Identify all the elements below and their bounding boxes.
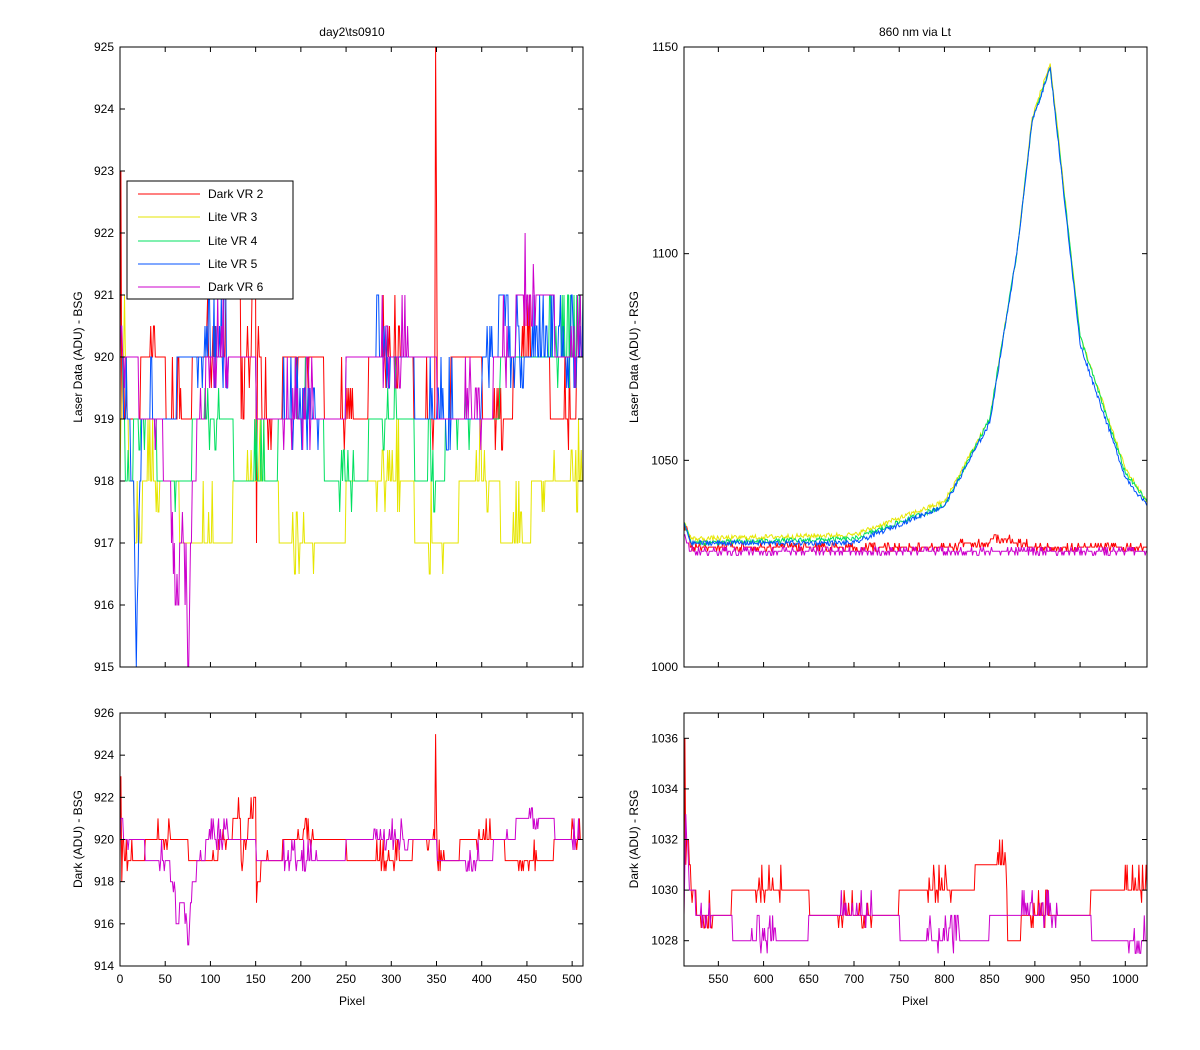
x-tick-label: 700 — [844, 972, 864, 986]
legend-entry: Lite VR 4 — [138, 234, 258, 248]
y-tick-label: 920 — [94, 833, 114, 847]
x-tick-label: 1000 — [1112, 972, 1139, 986]
laser-rsg-title: 860 nm via Lt — [879, 25, 952, 39]
x-tick-label: 250 — [336, 972, 356, 986]
dark-rsg-panel: Dark (ADU) - RSG Pixel 1028 1030 1032 1034 1… — [627, 712, 1148, 1008]
y-tick-label: 916 — [94, 598, 114, 612]
series-group — [120, 47, 583, 667]
legend-label: Dark VR 6 — [208, 280, 264, 294]
laser-rsg-ylabel: Laser Data (ADU) - RSG — [627, 291, 641, 423]
legend-label: Lite VR 5 — [208, 257, 258, 271]
dark-bsg-xlabel: Pixel — [339, 994, 365, 1008]
series-line — [684, 814, 1147, 954]
series-line — [684, 66, 1147, 548]
y-tick-label: 1034 — [651, 782, 678, 796]
dark-rsg-xlabel: Pixel — [902, 994, 928, 1008]
x-tick-label: 0 — [117, 972, 124, 986]
y-tick-label: 921 — [94, 288, 114, 302]
y-tick-label: 924 — [94, 102, 114, 116]
legend-box — [126, 180, 294, 300]
legend: Dark VR 2 Lite VR 3 Lite VR 4 Lite VR 5 … — [126, 180, 294, 300]
dark-bsg-panel: Dark (ADU) - BSG Pixel 914 916 918 920 922 92… — [71, 706, 584, 1008]
series-group — [684, 63, 1147, 556]
x-tick-label: 200 — [291, 972, 311, 986]
series-group — [120, 734, 583, 946]
x-tick-label: 300 — [381, 972, 401, 986]
x-tick-label: 900 — [1025, 972, 1045, 986]
y-tick-label: 914 — [94, 959, 114, 973]
y-tick-label: 920 — [94, 350, 114, 364]
legend-label: Lite VR 3 — [208, 210, 258, 224]
x-tick-label: 600 — [754, 972, 774, 986]
x-tick-label: 550 — [708, 972, 728, 986]
axes-box — [683, 46, 1148, 668]
y-tick-label: 1036 — [651, 731, 678, 745]
legend-entry: Dark VR 2 — [138, 187, 264, 201]
series-line — [684, 534, 1147, 556]
series-line — [120, 807, 583, 946]
x-tick-label: 750 — [889, 972, 909, 986]
y-tick-label: 918 — [94, 474, 114, 488]
y-tick-label: 926 — [94, 706, 114, 720]
series-line — [120, 232, 583, 667]
y-tick-label: 922 — [94, 226, 114, 240]
x-tick-label: 950 — [1070, 972, 1090, 986]
y-tick-label: 1028 — [651, 934, 678, 948]
x-tick-label: 450 — [517, 972, 537, 986]
dark-rsg-ylabel: Dark (ADU) - RSG — [627, 790, 641, 889]
y-tick-label: 925 — [94, 40, 114, 54]
legend-label: Lite VR 4 — [208, 234, 258, 248]
x-tick-label: 650 — [799, 972, 819, 986]
x-tick-label: 400 — [472, 972, 492, 986]
y-tick-label: 1000 — [651, 660, 678, 674]
series-group — [684, 738, 1147, 954]
y-tick-label: 1050 — [651, 453, 678, 467]
x-tick-label: 500 — [562, 972, 582, 986]
y-tick-label: 1100 — [652, 247, 678, 261]
x-tick-label: 350 — [426, 972, 446, 986]
y-tick-label: 1030 — [651, 883, 678, 897]
y-tick-label: 923 — [94, 164, 114, 178]
series-line — [120, 294, 583, 575]
x-tick-label: 800 — [934, 972, 954, 986]
dark-bsg-ylabel: Dark (ADU) - BSG — [71, 790, 85, 888]
laser-rsg-panel: 860 nm via Lt Laser Data (ADU) - RSG 100… — [627, 25, 1148, 674]
x-tick-label: 150 — [246, 972, 266, 986]
x-tick-label: 850 — [980, 972, 1000, 986]
y-tick-label: 924 — [94, 748, 114, 762]
y-tick-label: 922 — [94, 790, 114, 804]
legend-label: Dark VR 2 — [208, 187, 264, 201]
legend-entry: Lite VR 5 — [138, 257, 258, 271]
x-tick-label: 50 — [159, 972, 173, 986]
y-tick-label: 915 — [94, 660, 114, 674]
legend-entry: Lite VR 3 — [138, 210, 258, 224]
y-tick-label: 918 — [94, 875, 114, 889]
laser-bsg-ylabel: Laser Data (ADU) - BSG — [71, 291, 85, 422]
y-tick-label: 1032 — [651, 833, 678, 847]
laser-bsg-panel: day2\ts0910 Laser Data (ADU) - BSG 915 91… — [71, 25, 584, 674]
legend-entry: Dark VR 6 — [138, 280, 264, 294]
y-tick-label: 916 — [94, 917, 114, 931]
y-tick-label: 1150 — [652, 40, 678, 54]
laser-bsg-title: day2\ts0910 — [319, 25, 385, 39]
y-tick-label: 917 — [94, 536, 114, 550]
y-tick-label: 919 — [94, 412, 114, 426]
x-tick-label: 100 — [200, 972, 220, 986]
